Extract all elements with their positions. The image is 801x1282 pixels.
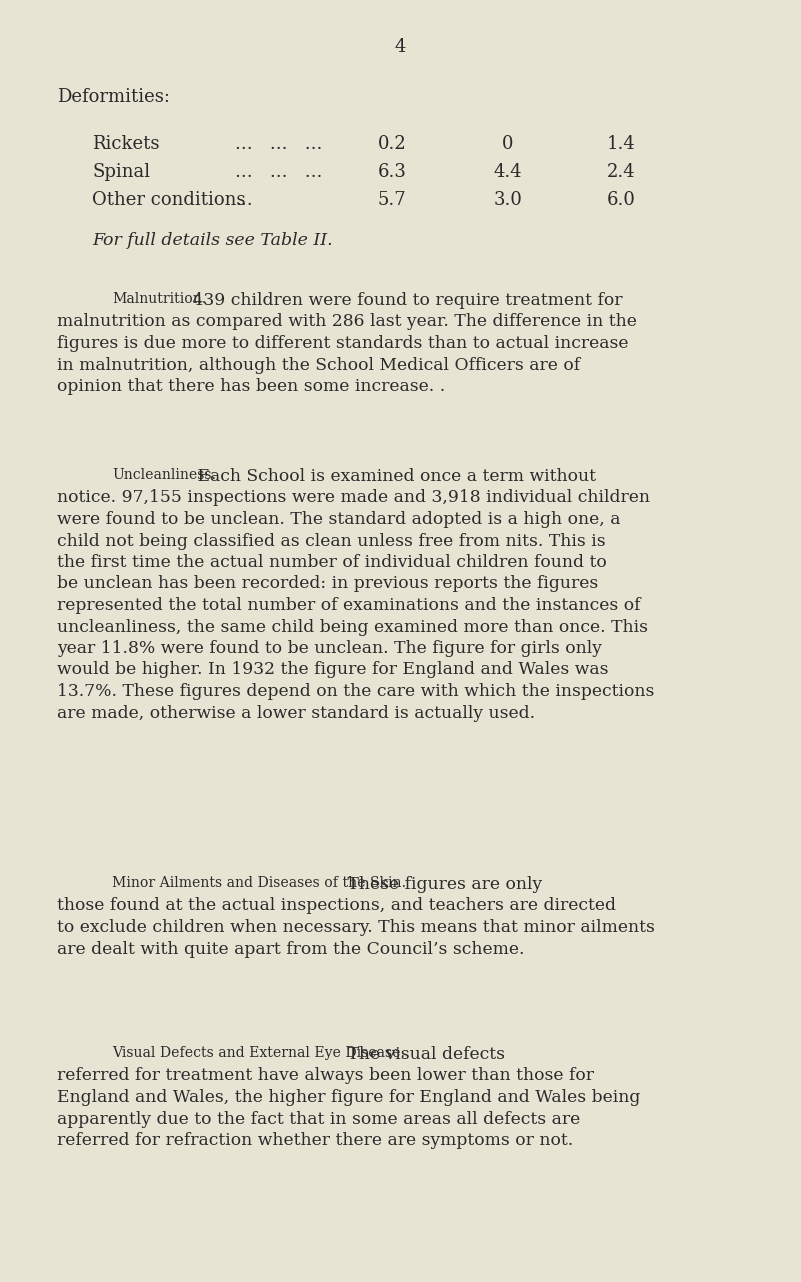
Text: uncleanliness, the same child being examined more than once. This: uncleanliness, the same child being exam…: [57, 618, 648, 636]
Text: opinion that there has been some increase. .: opinion that there has been some increas…: [57, 378, 445, 395]
Text: 6.3: 6.3: [377, 163, 406, 181]
Text: For full details see Table II.: For full details see Table II.: [92, 232, 332, 249]
Text: to exclude children when necessary. This means that minor ailments: to exclude children when necessary. This…: [57, 919, 655, 936]
Text: 13.7%. These figures depend on the care with which the inspections: 13.7%. These figures depend on the care …: [57, 683, 654, 700]
Text: Each School is examined once a term without: Each School is examined once a term with…: [192, 468, 597, 485]
Text: apparently due to the fact that in some areas all defects are: apparently due to the fact that in some …: [57, 1110, 580, 1127]
Text: ...: ...: [235, 191, 252, 209]
Text: notice. 97,155 inspections were made and 3,918 individual children: notice. 97,155 inspections were made and…: [57, 490, 650, 506]
Text: the first time the actual number of individual children found to: the first time the actual number of indi…: [57, 554, 606, 570]
Text: ...   ...   ...: ... ... ...: [235, 163, 322, 181]
Text: 0: 0: [502, 135, 513, 153]
Text: Rickets: Rickets: [92, 135, 159, 153]
Text: Malnutrition.: Malnutrition.: [112, 292, 207, 306]
Text: referred for refraction whether there are symptoms or not.: referred for refraction whether there ar…: [57, 1132, 574, 1149]
Text: would be higher. In 1932 the figure for England and Wales was: would be higher. In 1932 the figure for …: [57, 662, 609, 678]
Text: Deformities:: Deformities:: [57, 88, 170, 106]
Text: Visual Defects and External Eye Disease.: Visual Defects and External Eye Disease.: [112, 1046, 405, 1060]
Text: Spinal: Spinal: [92, 163, 150, 181]
Text: those found at the actual inspections, and teachers are directed: those found at the actual inspections, a…: [57, 897, 616, 914]
Text: malnutrition as compared with 286 last year. The difference in the: malnutrition as compared with 286 last y…: [57, 314, 637, 331]
Text: Other conditions: Other conditions: [92, 191, 245, 209]
Text: ...   ...   ...: ... ... ...: [235, 135, 322, 153]
Text: 6.0: 6.0: [606, 191, 635, 209]
Text: 4: 4: [395, 38, 406, 56]
Text: represented the total number of examinations and the instances of: represented the total number of examinat…: [57, 597, 641, 614]
Text: are made, otherwise a lower standard is actually used.: are made, otherwise a lower standard is …: [57, 705, 535, 722]
Text: child not being classified as clean unless free from nits. This is: child not being classified as clean unle…: [57, 532, 606, 550]
Text: These figures are only: These figures are only: [342, 876, 542, 894]
Text: 0.2: 0.2: [377, 135, 406, 153]
Text: be unclean has been recorded: in previous reports the figures: be unclean has been recorded: in previou…: [57, 576, 598, 592]
Text: 2.4: 2.4: [606, 163, 635, 181]
Text: in malnutrition, although the School Medical Officers are of: in malnutrition, although the School Med…: [57, 356, 580, 373]
Text: 1.4: 1.4: [606, 135, 635, 153]
Text: Uncleanliness.: Uncleanliness.: [112, 468, 216, 482]
Text: Minor Ailments and Diseases of the Skin.: Minor Ailments and Diseases of the Skin.: [112, 876, 406, 890]
Text: were found to be unclean. The standard adopted is a high one, a: were found to be unclean. The standard a…: [57, 512, 621, 528]
Text: year 11.8% were found to be unclean. The figure for girls only: year 11.8% were found to be unclean. The…: [57, 640, 602, 656]
Text: are dealt with quite apart from the Council’s scheme.: are dealt with quite apart from the Coun…: [57, 941, 525, 958]
Text: 5.7: 5.7: [378, 191, 406, 209]
Text: 3.0: 3.0: [493, 191, 522, 209]
Text: referred for treatment have always been lower than those for: referred for treatment have always been …: [57, 1068, 594, 1085]
Text: The visual defects: The visual defects: [342, 1046, 505, 1063]
Text: England and Wales, the higher figure for England and Wales being: England and Wales, the higher figure for…: [57, 1088, 640, 1106]
Text: 4.4: 4.4: [493, 163, 522, 181]
Text: 439 children were found to require treatment for: 439 children were found to require treat…: [187, 292, 622, 309]
Text: figures is due more to different standards than to actual increase: figures is due more to different standar…: [57, 335, 629, 353]
